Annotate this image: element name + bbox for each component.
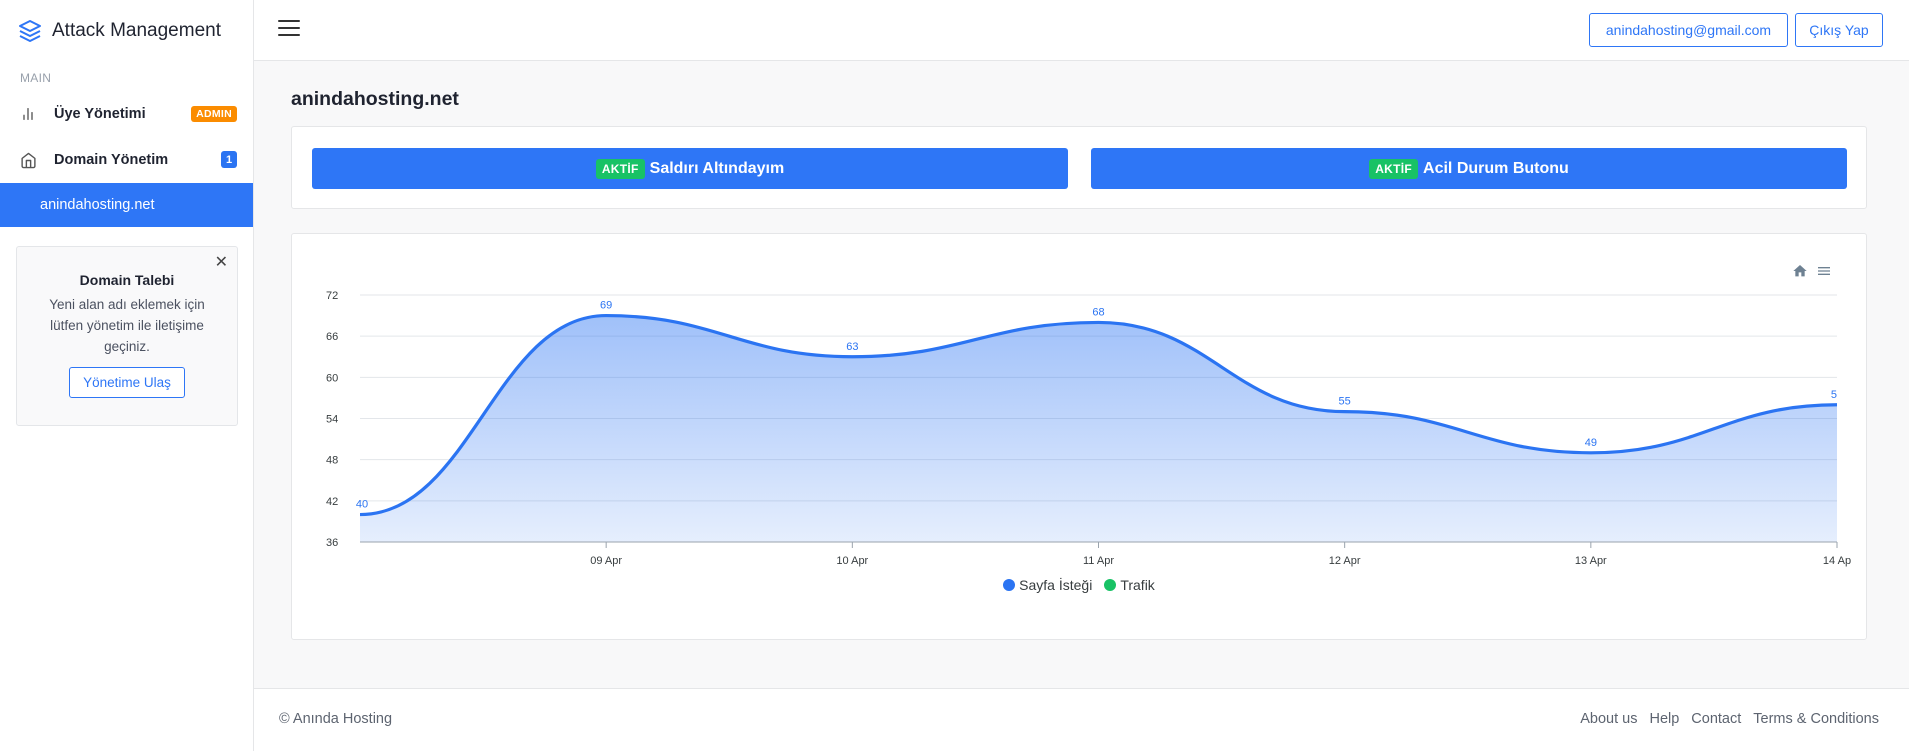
data-label: 40: [356, 499, 368, 511]
close-icon[interactable]: ✕: [214, 254, 228, 271]
y-tick-label: 42: [326, 496, 338, 508]
menu-section-title: MAIN: [20, 71, 52, 85]
legend-marker: [1003, 579, 1016, 591]
data-label: 68: [1092, 306, 1104, 318]
y-tick-label: 36: [326, 537, 338, 549]
under-attack-button[interactable]: AKTİF Saldırı Altındayım: [312, 148, 1068, 189]
footer-link-help[interactable]: Help: [1649, 711, 1680, 727]
traffic-chart: 36 42 48 54 60 66 72 09 Apr 10 Apr 11 Apr 12 Apr 13…: [326, 290, 1851, 567]
topbar: anindahosting@gmail.com Çıkış Yap: [254, 0, 1909, 61]
layers-icon: [19, 19, 41, 42]
legend-item-sayfa-istegi[interactable]: Sayfa İsteği: [1003, 577, 1092, 593]
legend-item-trafik[interactable]: Trafik: [1104, 577, 1155, 593]
admin-badge: ADMIN: [191, 106, 237, 122]
chart-card: 36 42 48 54 60 66 72 09 Apr 10 Apr 11 Apr 12 Apr 13…: [291, 233, 1867, 640]
sidebar-item-domain-yonetim[interactable]: Domain Yönetim 1: [0, 137, 253, 183]
brand[interactable]: Attack Management: [0, 0, 253, 61]
x-tick-label: 14 Ap: [1823, 555, 1851, 567]
y-tick-label: 48: [326, 455, 338, 467]
button-label: Acil Durum Butonu: [1423, 159, 1569, 177]
sidebar-item-label: Üye Yönetimi: [54, 106, 146, 122]
legend-label: Sayfa İsteği: [1019, 577, 1093, 593]
hamburger-menu-icon[interactable]: [278, 20, 300, 38]
footer-links: About us Help Contact Terms & Conditions: [1580, 711, 1879, 727]
x-tick-label: 10 Apr: [836, 555, 868, 567]
user-email-button[interactable]: anindahosting@gmail.com: [1589, 13, 1788, 47]
domain-card-text: Yeni alan adı eklemek için lütfen yöneti…: [49, 297, 205, 354]
data-label: 49: [1585, 437, 1597, 449]
x-tick-label: 13 Apr: [1575, 555, 1607, 567]
page-title: anindahosting.net: [291, 88, 459, 110]
data-label: 69: [600, 300, 612, 312]
brand-title: Attack Management: [52, 19, 221, 41]
sidebar-subitem-active-domain[interactable]: anindahosting.net: [0, 183, 253, 227]
bar-chart-icon: [20, 105, 38, 123]
x-tick-label: 09 Apr: [590, 555, 622, 567]
status-badge: AKTİF: [595, 158, 645, 179]
series-area: [360, 315, 1837, 542]
emergency-button[interactable]: AKTİF Acil Durum Butonu: [1091, 148, 1847, 189]
chart-legend: Sayfa İsteği Trafik: [292, 577, 1866, 593]
series-line: [359, 313, 1837, 517]
count-badge: 1: [221, 151, 237, 168]
data-label: 56: [1831, 389, 1843, 401]
domain-card-title: Domain Talebi: [79, 272, 175, 288]
footer-link-about[interactable]: About us: [1580, 711, 1638, 727]
footer-link-contact[interactable]: Contact: [1691, 711, 1742, 727]
footer: © Anında Hosting About us Help Contact T…: [254, 688, 1909, 751]
y-tick-label: 72: [326, 290, 338, 302]
action-card: AKTİF Saldırı Altındayım AKTİF Acil Duru…: [291, 126, 1867, 209]
y-tick-label: 60: [326, 372, 338, 384]
data-label: 55: [1339, 396, 1351, 408]
y-tick-label: 66: [326, 331, 338, 343]
x-tick-label: 11 Apr: [1083, 555, 1114, 567]
sidebar-item-uye-yonetimi[interactable]: Üye Yönetimi ADMIN: [0, 91, 253, 137]
legend-marker: [1104, 579, 1117, 591]
footer-link-terms[interactable]: Terms & Conditions: [1753, 711, 1879, 727]
logout-button[interactable]: Çıkış Yap: [1795, 13, 1883, 47]
y-tick-label: 54: [326, 414, 338, 426]
contact-admin-button[interactable]: Yönetime Ulaş: [69, 367, 185, 398]
data-label: 63: [846, 341, 858, 353]
sidebar-item-label: Domain Yönetim: [54, 152, 169, 168]
home-icon: [20, 151, 38, 169]
chart-menu-icon[interactable]: [1814, 262, 1834, 280]
status-badge: AKTİF: [1369, 158, 1419, 179]
legend-label: Trafik: [1120, 577, 1155, 593]
button-label: Saldırı Altındayım: [649, 159, 785, 177]
sidebar: Attack Management MAIN Üye Yönetimi ADMI…: [0, 0, 254, 751]
copyright: © Anında Hosting: [279, 711, 393, 727]
domain-request-card: ✕ Domain Talebi Yeni alan adı eklemek iç…: [16, 246, 238, 426]
x-tick-label: 12 Apr: [1329, 555, 1361, 567]
chart-reset-zoom-icon[interactable]: [1790, 262, 1810, 280]
